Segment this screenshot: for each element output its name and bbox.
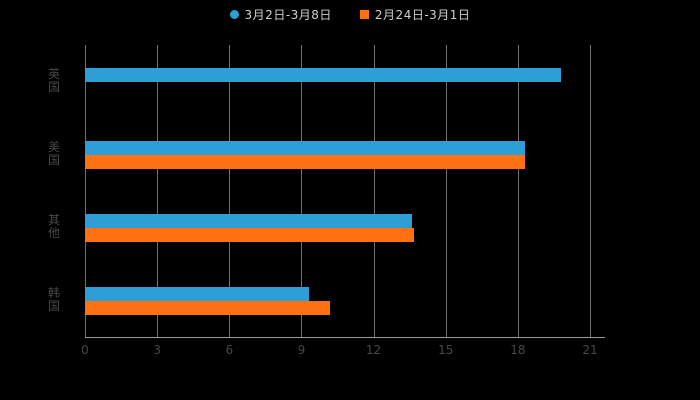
legend-item-series2[interactable]: 2月24日-3月1日 [359, 6, 471, 23]
gridline [517, 45, 519, 337]
series1-marker-icon [229, 10, 239, 19]
x-tick-label: 12 [365, 343, 382, 357]
y-axis-label: 美国 [47, 139, 60, 168]
plot-area: 0 3 6 9 12 15 18 21 英国美国其他韩国 [48, 45, 605, 357]
y-axis-label: 其他 [47, 212, 60, 241]
x-tick-label: 15 [438, 343, 454, 357]
legend-label-series2: 2月24日-3月1日 [374, 8, 471, 22]
gridline [229, 45, 231, 337]
y-axis-label: 韩国 [47, 285, 60, 314]
x-tick-label: 0 [81, 343, 89, 357]
series2-marker-icon [359, 10, 369, 19]
gridline [373, 45, 375, 337]
legend: 3月2日-3月8日 2月24日-3月1日 [0, 6, 700, 23]
bar-series1-英国[interactable] [85, 67, 562, 82]
bar-series1-其他[interactable] [85, 213, 413, 228]
bar-series1-美国[interactable] [85, 140, 526, 155]
legend-item-series1[interactable]: 3月2日-3月8日 [229, 6, 332, 23]
x-tick-label: 9 [297, 343, 306, 357]
gridline [85, 45, 86, 337]
gridline [157, 45, 159, 337]
gridline [590, 45, 591, 337]
bar-series2-韩国[interactable] [85, 300, 331, 315]
x-tick-label: 21 [582, 343, 598, 357]
x-tick-label: 6 [225, 343, 234, 357]
bar-series2-美国[interactable] [85, 154, 526, 169]
legend-label-series1: 3月2日-3月8日 [244, 8, 332, 22]
gridline [301, 45, 303, 337]
bar-series2-其他[interactable] [85, 227, 415, 242]
x-axis-line [85, 337, 605, 338]
x-tick-label: 3 [153, 343, 161, 357]
bar-series1-韩国[interactable] [85, 286, 309, 301]
x-tick-label: 18 [510, 343, 526, 357]
y-axis-label: 英国 [47, 66, 60, 95]
gridline [445, 45, 447, 337]
